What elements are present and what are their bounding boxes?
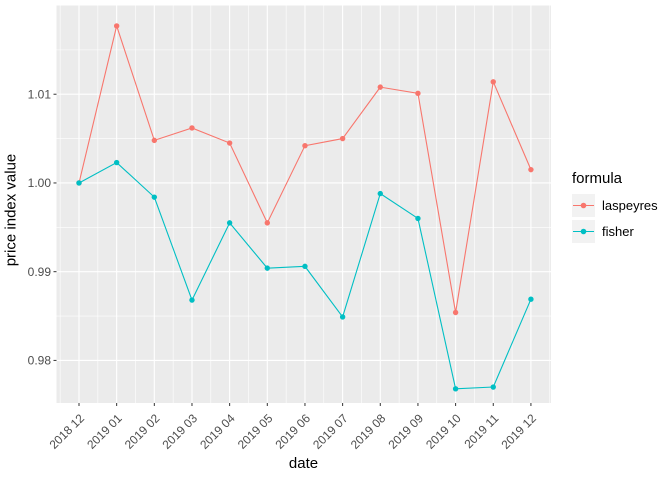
data-point-fisher [377,190,383,197]
x-tick-label: 2018 12 [47,411,88,452]
y-tick-label: 1.01 [28,87,52,101]
legend: formula laspeyres fisher [572,170,658,246]
y-tick-label: 0.98 [28,354,52,368]
x-tick-label: 2019 11 [461,411,501,451]
data-point-fisher [226,220,233,226]
legend-item-fisher: fisher [572,220,658,243]
data-point-fisher [76,180,82,186]
x-tick-label: 2019 09 [385,411,426,452]
data-point-laspeyres [302,142,308,149]
x-tick-label: 2019 12 [498,411,539,452]
y-axis-title: price index value [2,153,20,267]
data-point-fisher [528,296,534,302]
data-point-fisher [113,159,120,166]
legend-label-laspeyres: laspeyres [602,198,658,213]
legend-item-laspeyres: laspeyres [572,194,658,217]
data-point-laspeyres [452,309,459,316]
x-tick-label: 2019 10 [423,411,464,452]
x-tick-label: 2019 03 [160,411,201,452]
panel-background [56,5,551,403]
legend-key-laspeyres-icon [572,194,595,217]
data-point-laspeyres [339,135,346,142]
data-point-laspeyres [377,84,383,90]
x-tick-label: 2019 05 [235,411,276,452]
data-point-fisher [264,265,270,271]
y-tick-label: 1.00 [28,176,52,190]
x-tick-label: 2019 06 [273,411,314,452]
legend-label-fisher: fisher [602,224,634,239]
data-point-laspeyres [226,140,233,146]
data-point-laspeyres [151,137,158,144]
data-point-fisher [490,384,496,390]
data-point-fisher [189,297,195,303]
data-point-laspeyres [528,166,534,173]
data-point-laspeyres [490,79,496,85]
data-point-fisher [415,215,421,222]
data-point-fisher [151,194,158,200]
data-point-laspeyres [264,220,270,226]
data-point-fisher [302,263,308,270]
x-tick-label: 2019 01 [84,411,125,452]
y-tick-label: 0.99 [28,265,52,279]
x-tick-label: 2019 07 [310,411,351,452]
data-point-laspeyres [113,23,120,29]
legend-key-fisher-icon [572,220,595,243]
data-point-laspeyres [415,90,421,97]
x-tick-label: 2019 04 [197,411,238,452]
x-tick-label: 2019 02 [122,411,163,452]
data-point-fisher [339,314,346,320]
x-axis-title: date [288,455,319,472]
legend-title: formula [572,170,623,187]
data-point-laspeyres [189,125,195,131]
data-point-fisher [452,386,459,392]
x-tick-label: 2019 08 [348,411,389,452]
